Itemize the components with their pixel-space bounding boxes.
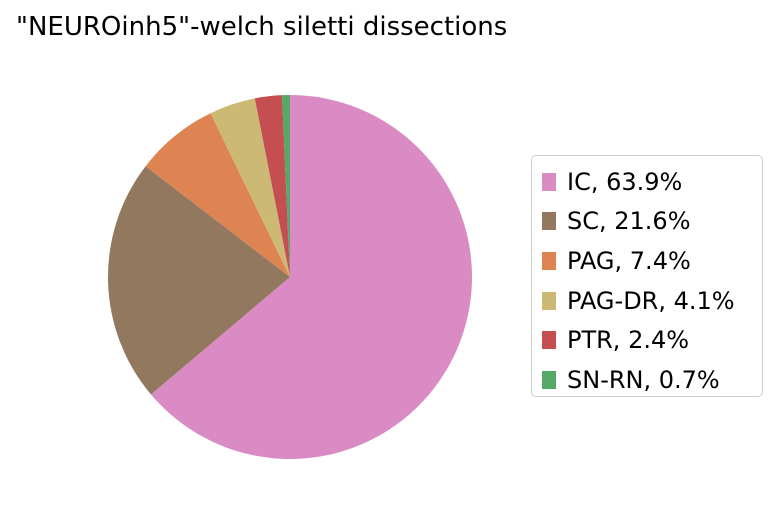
legend-label-ptr: PTR, 2.4% xyxy=(567,326,690,355)
legend-entry-pag-dr: PAG-DR, 4.1% xyxy=(542,281,762,321)
legend-swatch-ic xyxy=(542,172,556,191)
legend: IC, 63.9% SC, 21.6% PAG, 7.4% PAG-DR, 4.… xyxy=(531,155,763,397)
legend-entry-pag: PAG, 7.4% xyxy=(542,241,762,281)
legend-label-pag-dr: PAG-DR, 4.1% xyxy=(567,286,735,315)
pie-slice-pag-dr xyxy=(210,98,290,278)
legend-label-sn-rn: SN-RN, 0.7% xyxy=(567,365,720,394)
pie-slice-sc xyxy=(108,166,290,395)
legend-entry-sc: SC, 21.6% xyxy=(542,202,762,242)
pie-slice-ptr xyxy=(254,95,290,278)
pie-slice-pag xyxy=(145,113,290,278)
legend-entry-ic: IC, 63.9% xyxy=(542,162,762,202)
legend-label-sc: SC, 21.6% xyxy=(567,207,691,236)
legend-entry-sn-rn: SN-RN, 0.7% xyxy=(542,360,762,400)
legend-entry-ptr: PTR, 2.4% xyxy=(542,320,762,360)
pie-slice-sn-rn xyxy=(282,95,290,277)
legend-swatch-pag-dr xyxy=(542,291,556,310)
legend-label-pag: PAG, 7.4% xyxy=(567,246,691,275)
legend-swatch-ptr xyxy=(542,331,556,350)
legend-swatch-sn-rn xyxy=(542,370,556,389)
chart-title: "NEUROinh5"-welch siletti dissections xyxy=(16,12,508,42)
legend-label-ic: IC, 63.9% xyxy=(567,167,683,196)
pie-slice-ic xyxy=(150,95,473,459)
legend-swatch-pag xyxy=(542,251,556,270)
legend-swatch-sc xyxy=(542,212,556,231)
